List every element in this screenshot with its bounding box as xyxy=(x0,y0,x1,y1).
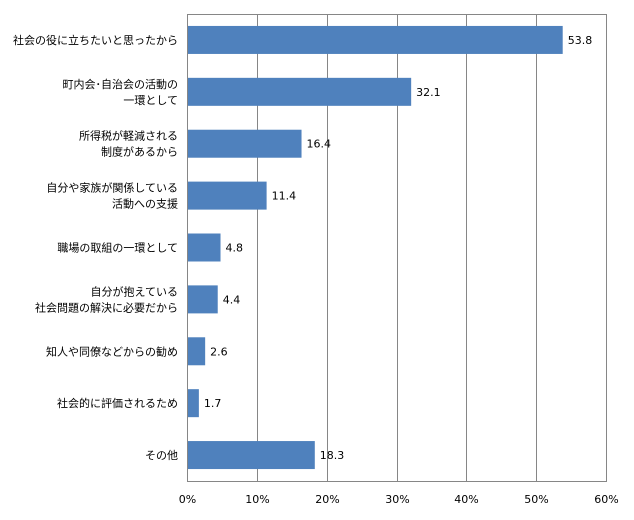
category-label: 自分や家族が関係している xyxy=(46,181,178,195)
bar xyxy=(187,77,412,106)
category-label: 社会的に評価されるため xyxy=(57,396,178,410)
category-label: 制度があるから xyxy=(101,145,178,159)
bar xyxy=(187,25,563,54)
category-label: 一環として xyxy=(123,94,178,107)
bar xyxy=(187,441,315,470)
x-tick-label: 50% xyxy=(524,493,548,506)
data-label: 1.7 xyxy=(204,397,222,410)
data-label: 11.4 xyxy=(272,190,297,203)
x-tick-label: 20% xyxy=(315,493,339,506)
bar xyxy=(187,181,267,210)
category-label: その他 xyxy=(145,449,178,462)
x-tick-label: 40% xyxy=(454,493,478,506)
bar xyxy=(187,233,221,262)
data-label: 16.4 xyxy=(307,138,332,151)
category-label: 知人や同僚などからの勧め xyxy=(46,344,178,358)
x-tick-label: 10% xyxy=(245,493,269,506)
data-label: 32.1 xyxy=(416,86,441,99)
category-label: 所得税が軽減される xyxy=(79,129,178,143)
bar xyxy=(187,129,302,158)
category-label: 職場の取組の一環として xyxy=(57,242,178,255)
bar xyxy=(187,285,218,314)
category-label: 自分が抱えている xyxy=(91,284,178,298)
data-label: 4.8 xyxy=(226,242,244,255)
x-tick-label: 60% xyxy=(594,493,618,506)
category-label: 社会の役に立ちたいと思ったから xyxy=(13,33,178,47)
bar xyxy=(187,389,199,418)
data-label: 53.8 xyxy=(568,34,593,47)
x-tick-label: 30% xyxy=(385,493,409,506)
category-label: 社会問題の解決に必要だから xyxy=(35,300,178,314)
data-label: 2.6 xyxy=(210,345,228,358)
data-label: 18.3 xyxy=(320,449,345,462)
x-tick-label: 0% xyxy=(179,493,196,506)
category-label: 活動への支援 xyxy=(112,197,178,211)
category-label: 町内会･自治会の活動の xyxy=(63,77,179,91)
data-label: 4.4 xyxy=(223,293,241,306)
bar xyxy=(187,337,206,366)
